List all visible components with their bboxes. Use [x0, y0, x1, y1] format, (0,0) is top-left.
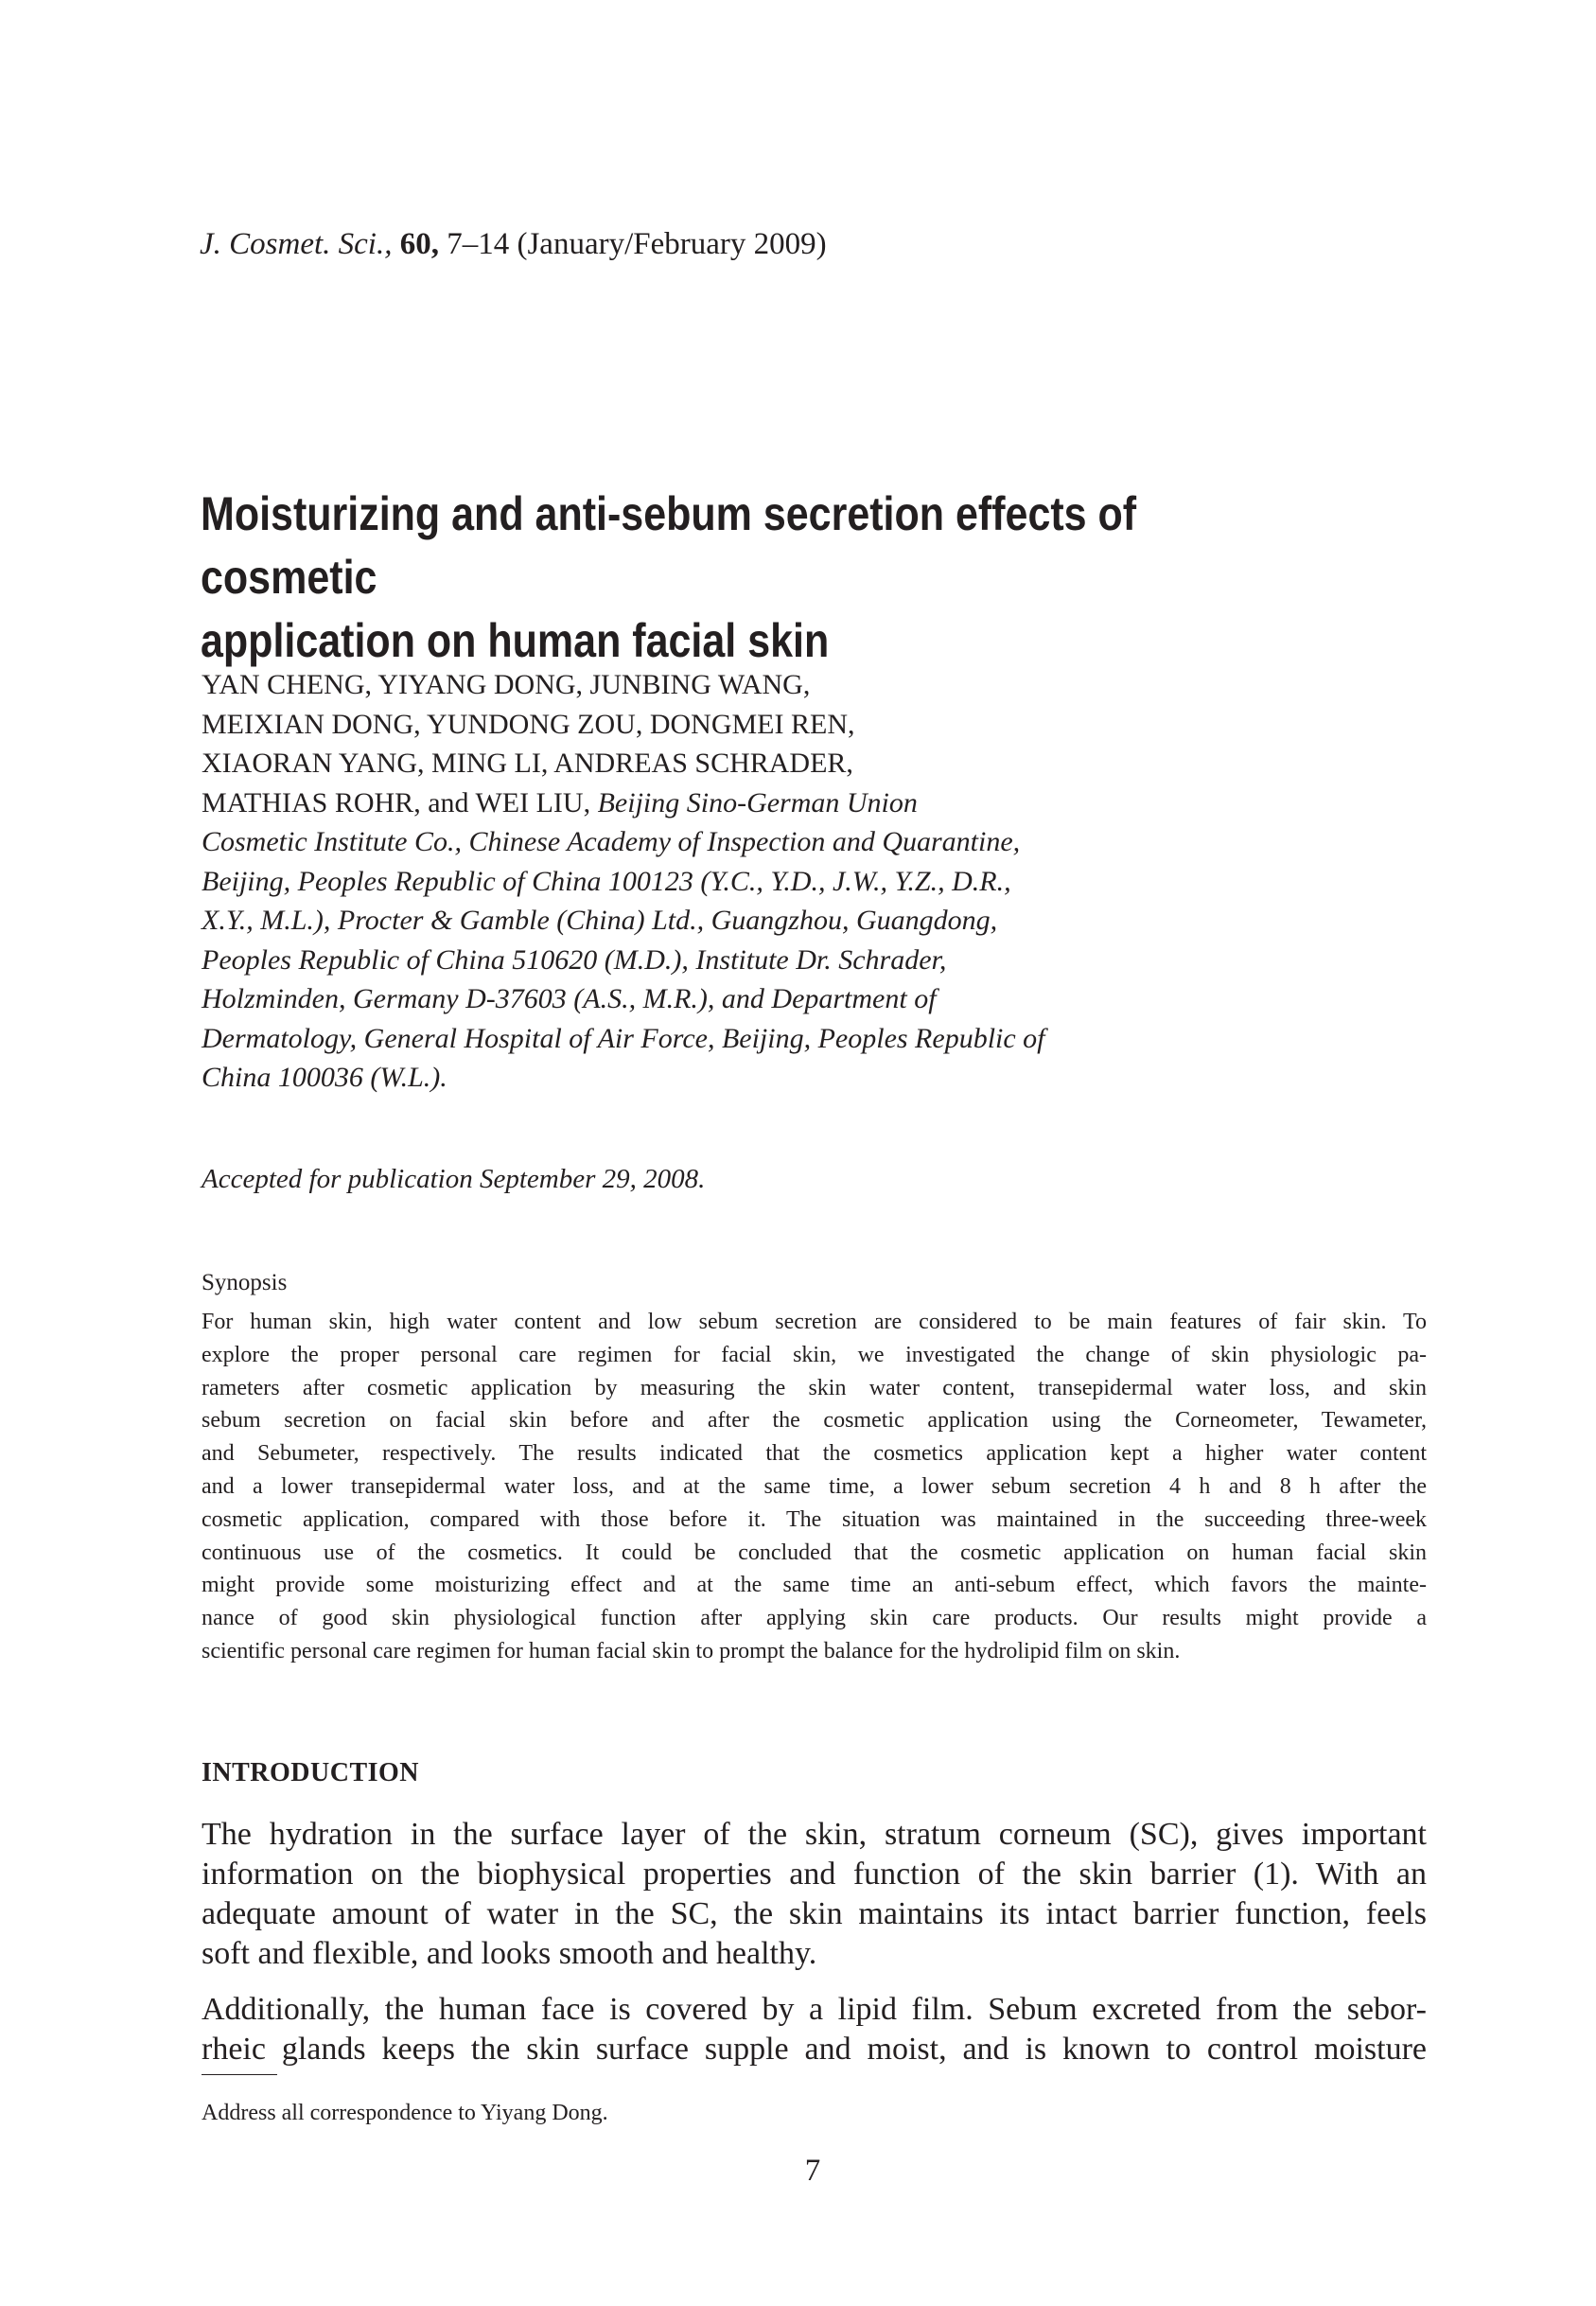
author-line: MATHIAS ROHR, and WEI LIU, Beijing Sino-…: [202, 783, 1431, 823]
text-line: rheic glands keeps the skin surface supp…: [202, 2032, 1427, 2067]
text-line: and a lower transepidermal water loss, a…: [202, 1473, 1427, 1499]
paper-title: Moisturizing and anti-sebum secretion ef…: [201, 483, 1258, 673]
affiliation-line: Peoples Republic of China 510620 (M.D.),…: [202, 943, 947, 976]
affiliation-start: Beijing Sino-German Union: [597, 786, 918, 819]
text-line: explore the proper personal care regimen…: [202, 1342, 1427, 1367]
page-number: 7: [804, 2154, 821, 2188]
text-line: sebum secretion on facial skin before an…: [202, 1408, 1427, 1434]
introduction-body: The hydration in the surface layer of th…: [202, 1815, 1427, 2069]
text-line: rameters after cosmetic application by m…: [202, 1375, 1427, 1400]
affiliation-line: Dermatology, General Hospital of Air For…: [202, 1022, 1045, 1054]
text-line: The hydration in the surface layer of th…: [202, 1817, 1427, 1852]
text-line: might provide some moisturizing effect a…: [202, 1573, 1427, 1598]
journal-volume: 60,: [399, 227, 439, 261]
author-names: MATHIAS ROHR, and WEI LIU,: [202, 786, 591, 819]
text-line: For human skin, high water content and l…: [202, 1310, 1427, 1334]
title-line: application on human facial skin: [201, 614, 830, 667]
intro-paragraph-2: Additionally, the human face is covered …: [202, 1990, 1427, 2069]
text-line: cosmetic application, compared with thos…: [202, 1506, 1427, 1532]
journal-name: J. Cosmet. Sci.,: [200, 227, 393, 261]
text-line: scientific personal care regimen for hum…: [202, 1638, 1181, 1663]
author-line: XIAORAN YANG, MING LI, ANDREAS SCHRADER,: [202, 748, 853, 779]
text-line: continuous use of the cosmetics. It coul…: [202, 1540, 1427, 1565]
intro-paragraph-1: The hydration in the surface layer of th…: [202, 1815, 1427, 1974]
affiliation-line: Holzminden, Germany D-37603 (A.S., M.R.)…: [202, 983, 937, 1014]
text-line: Additionally, the human face is covered …: [202, 1992, 1427, 2027]
synopsis-heading: Synopsis: [202, 1270, 288, 1295]
accepted-date: Accepted for publication September 29, 2…: [202, 1164, 706, 1194]
author-line: YAN CHENG, YIYANG DONG, JUNBING WANG,: [202, 669, 811, 700]
affiliation-line: Beijing, Peoples Republic of China 10012…: [202, 865, 1011, 897]
author-line: MEIXIAN DONG, YUNDONG ZOU, DONGMEI REN,: [202, 708, 855, 740]
text-line: adequate amount of water in the SC, the …: [202, 1896, 1427, 1931]
journal-pages-date: 7–14 (January/February 2009): [447, 227, 827, 261]
text-line: soft and flexible, and looks smooth and …: [202, 1936, 817, 1971]
text-line: and Sebumeter, respectively. The results…: [202, 1441, 1427, 1467]
text-line: nance of good skin physiological functio…: [202, 1606, 1427, 1631]
text-line: information on the biophysical propertie…: [202, 1857, 1427, 1892]
authors-affiliations: YAN CHENG, YIYANG DONG, JUNBING WANG, ME…: [202, 665, 1431, 1098]
footnote-rule: [202, 2074, 277, 2075]
synopsis-body: For human skin, high water content and l…: [202, 1306, 1427, 1668]
introduction-heading: INTRODUCTION: [202, 1758, 420, 1787]
journal-citation: J. Cosmet. Sci., 60, 7–14 (January/Febru…: [200, 227, 827, 262]
affiliation-line: X.Y., M.L.), Procter & Gamble (China) Lt…: [202, 905, 998, 936]
footnote: Address all correspondence to Yiyang Don…: [202, 2101, 608, 2125]
title-line: Moisturizing and anti-sebum secretion ef…: [201, 487, 1137, 604]
affiliation-line: Cosmetic Institute Co., Chinese Academy …: [202, 826, 1021, 857]
affiliation-line: China 100036 (W.L.).: [202, 1062, 447, 1093]
